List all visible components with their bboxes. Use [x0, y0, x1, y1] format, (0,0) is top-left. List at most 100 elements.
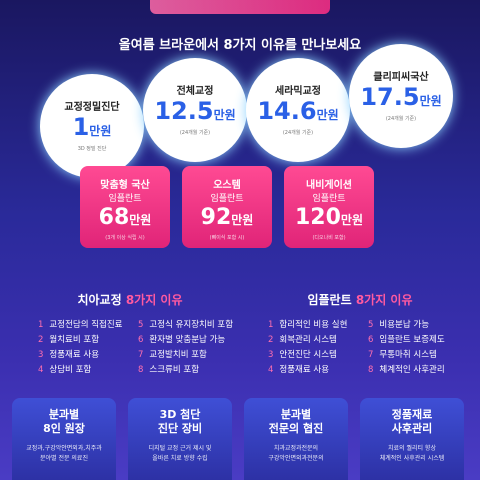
label: 전체교정	[176, 86, 214, 97]
feature-title: 3D 첨단 진단 장비	[128, 408, 232, 436]
note: (24개월 기준)	[179, 130, 211, 136]
title-decoration	[150, 0, 330, 14]
desc-line: 교정과,구강악안면외과,치주과	[26, 445, 102, 452]
label: 교정정밀진단	[64, 102, 120, 113]
note: (3개 이상 식립 시)	[105, 235, 145, 241]
unit: 만원	[231, 213, 254, 227]
item-text: 환자별 맞춤분납 가능	[149, 335, 226, 345]
item-number: 7	[368, 350, 374, 360]
price-circle: 전체교정 12.5만원 (24개월 기준)	[143, 58, 247, 162]
item-text: 합리적인 비용 실현	[279, 320, 348, 330]
list-item: 1 합리적인 비용 실현	[268, 318, 378, 330]
unit: 만원	[340, 213, 364, 227]
list-item: 2 월치료비 포함	[38, 333, 148, 345]
label: 내비게이션	[306, 180, 352, 191]
item-number: 8	[368, 365, 374, 375]
title-line: 분과별	[280, 408, 312, 421]
item-number: 8	[138, 365, 144, 375]
label: 맞춤형 국산	[100, 180, 150, 191]
title-line: 분과별	[48, 408, 80, 421]
note: (24개월 기준)	[385, 116, 417, 122]
price: 17.5만원	[349, 83, 453, 115]
item-text: 안전진단 시스템	[279, 350, 337, 360]
unit: 만원	[316, 108, 339, 122]
title-line: 정품재료	[391, 408, 433, 421]
title: 임플란트	[307, 293, 352, 307]
sub: 임플란트	[312, 194, 346, 204]
note: (뼈이식 포함 시)	[209, 235, 245, 241]
item-text: 무통마취 시스템	[379, 350, 437, 360]
price: 68만원	[80, 204, 170, 234]
unit: 만원	[213, 108, 236, 122]
item-text: 정품재료 사용	[49, 350, 100, 360]
note: 3D 정밀 진단	[77, 146, 107, 152]
item-number: 4	[38, 365, 44, 375]
amount: 120	[294, 205, 341, 230]
title: 치아교정	[77, 293, 122, 307]
item-number: 1	[38, 320, 44, 330]
item-number: 5	[368, 320, 374, 330]
item-number: 6	[368, 335, 374, 345]
price: 12.5만원	[143, 97, 247, 129]
item-number: 3	[38, 350, 44, 360]
item-number: 1	[268, 320, 274, 330]
amount: 68	[98, 205, 130, 230]
label: 세라믹교정	[275, 86, 321, 97]
list-item: 3 정품재료 사용	[38, 348, 148, 360]
implant-card: 맞춤형 국산 임플란트 68만원 (3개 이상 식립 시)	[80, 166, 170, 248]
item-text: 월치료비 포함	[49, 335, 100, 345]
sub: 임플란트	[108, 194, 142, 204]
feature-title: 분과별 8인 원장	[12, 408, 116, 436]
desc-line: 구강악안면외과전문의	[268, 455, 324, 462]
unit: 만원	[129, 213, 152, 227]
desc-line: 치료의 퀄리티 향상	[388, 445, 436, 452]
list-item: 7 무통마취 시스템	[368, 348, 478, 360]
implant-card: 오스템 임플란트 92만원 (뼈이식 포함 시)	[182, 166, 272, 248]
item-number: 3	[268, 350, 274, 360]
item-number: 6	[138, 335, 144, 345]
list-item: 4 상담비 포함	[38, 363, 148, 375]
list-item: 5 고정식 유지장치비 포함	[138, 318, 248, 330]
feature-desc: 치료의 퀄리티 향상 체계적인 사후관리 시스템	[360, 444, 464, 464]
item-text: 체계적인 사후관리	[379, 365, 445, 375]
price: 14.6만원	[246, 97, 350, 129]
list-item: 8 스크류비 포함	[138, 363, 248, 375]
item-number: 2	[38, 335, 44, 345]
feature-desc: 디지털 교정 근거 제시 및 올바른 치료 방향 수립	[128, 444, 232, 464]
price-circle: 클리피씨국산 17.5만원 (24개월 기준)	[349, 44, 453, 148]
list-item: 6 임플란트 보증제도	[368, 333, 478, 345]
list-item: 7 교정발치비 포함	[138, 348, 248, 360]
feature-title: 분과별 전문의 협진	[244, 408, 348, 436]
list-item: 4 정품재료 사용	[268, 363, 378, 375]
item-text: 임플란트 보증제도	[379, 335, 445, 345]
amount: 12.5	[154, 97, 214, 125]
item-text: 교정발치비 포함	[149, 350, 207, 360]
list-item: 1 교정전담의 직접진료	[38, 318, 148, 330]
desc-line: 분야별 전문 의료진	[40, 455, 88, 462]
title-line: 3D 첨단	[159, 408, 201, 421]
item-text: 교정전담의 직접진료	[49, 320, 123, 330]
price: 92만원	[182, 204, 272, 234]
item-text: 스크류비 포함	[149, 365, 200, 375]
title-line: 진단 장비	[157, 422, 203, 435]
subtitle: 올여름 브라운에서 8가지 이유를 만나보세요	[118, 38, 362, 53]
unit: 만원	[89, 124, 112, 138]
item-text: 정품재료 사용	[279, 365, 330, 375]
title-line: 사후관리	[391, 422, 433, 435]
price: 1만원	[40, 113, 144, 145]
price: 120만원	[284, 204, 374, 234]
desc-line: 치과교정과전문의	[273, 445, 319, 452]
feature-title: 정품재료 사후관리	[360, 408, 464, 436]
note: (24개월 기준)	[282, 130, 314, 136]
list-item: 3 안전진단 시스템	[268, 348, 378, 360]
amount: 1	[72, 113, 90, 141]
desc-line: 올바른 치료 방향 수립	[152, 455, 208, 462]
list-title: 임플란트 8가지 이유	[260, 291, 460, 308]
item-text: 비용분납 가능	[379, 320, 430, 330]
list-item: 6 환자별 맞춤분납 가능	[138, 333, 248, 345]
